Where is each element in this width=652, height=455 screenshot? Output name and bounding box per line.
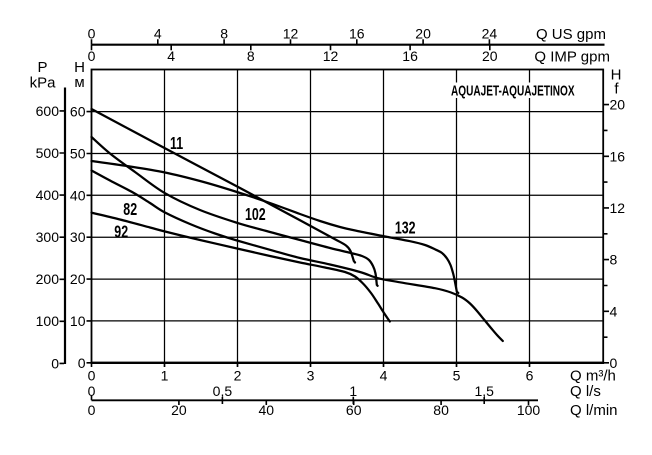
svg-text:0: 0 xyxy=(51,355,59,371)
svg-text:40: 40 xyxy=(259,402,275,418)
svg-text:24: 24 xyxy=(482,26,498,42)
svg-text:4: 4 xyxy=(167,48,175,64)
svg-text:6: 6 xyxy=(526,368,534,384)
svg-text:1: 1 xyxy=(349,383,357,399)
svg-text:H: H xyxy=(611,67,622,84)
svg-text:80: 80 xyxy=(433,402,449,418)
svg-text:16: 16 xyxy=(610,148,626,164)
svg-text:P: P xyxy=(37,59,47,76)
svg-text:30: 30 xyxy=(70,229,86,245)
svg-text:0,5: 0,5 xyxy=(213,383,233,399)
svg-text:10: 10 xyxy=(70,313,86,329)
svg-text:200: 200 xyxy=(36,271,60,287)
svg-text:12: 12 xyxy=(610,200,626,216)
svg-text:82: 82 xyxy=(123,200,137,220)
svg-text:Q l/s: Q l/s xyxy=(570,383,601,400)
svg-text:0: 0 xyxy=(88,26,96,42)
svg-text:300: 300 xyxy=(36,229,60,245)
svg-text:50: 50 xyxy=(70,146,86,162)
svg-text:16: 16 xyxy=(402,48,418,64)
svg-text:92: 92 xyxy=(114,222,128,242)
svg-text:20: 20 xyxy=(171,402,187,418)
svg-text:0: 0 xyxy=(88,48,96,64)
svg-text:0: 0 xyxy=(88,383,96,399)
svg-text:1,5: 1,5 xyxy=(474,383,494,399)
svg-text:1: 1 xyxy=(161,368,169,384)
svg-text:8: 8 xyxy=(247,48,255,64)
svg-text:11: 11 xyxy=(170,134,183,154)
svg-text:0: 0 xyxy=(610,355,618,371)
svg-text:12: 12 xyxy=(283,26,299,42)
svg-text:0: 0 xyxy=(88,368,96,384)
svg-text:20: 20 xyxy=(610,97,626,113)
svg-text:16: 16 xyxy=(349,26,365,42)
svg-text:100: 100 xyxy=(36,313,60,329)
svg-text:500: 500 xyxy=(36,145,60,161)
svg-text:100: 100 xyxy=(517,402,541,418)
svg-text:f: f xyxy=(614,81,619,98)
svg-text:60: 60 xyxy=(70,104,86,120)
svg-text:4: 4 xyxy=(610,303,618,319)
svg-text:0: 0 xyxy=(88,402,96,418)
svg-text:40: 40 xyxy=(70,187,86,203)
svg-text:132: 132 xyxy=(395,219,416,239)
svg-text:8: 8 xyxy=(610,252,618,268)
svg-text:102: 102 xyxy=(245,205,266,225)
svg-text:4: 4 xyxy=(380,368,388,384)
svg-text:H: H xyxy=(74,59,85,76)
svg-text:4: 4 xyxy=(154,26,162,42)
svg-text:12: 12 xyxy=(323,48,339,64)
svg-text:м: м xyxy=(74,74,84,91)
svg-text:600: 600 xyxy=(36,103,60,119)
svg-text:400: 400 xyxy=(36,187,60,203)
svg-text:3: 3 xyxy=(307,368,315,384)
svg-text:5: 5 xyxy=(453,368,461,384)
svg-text:20: 20 xyxy=(482,48,498,64)
svg-text:kPa: kPa xyxy=(30,75,57,92)
svg-text:0: 0 xyxy=(78,355,86,371)
svg-text:Q l/min: Q l/min xyxy=(570,402,618,419)
svg-text:20: 20 xyxy=(415,26,431,42)
svg-text:20: 20 xyxy=(70,271,86,287)
svg-text:Q m³/h: Q m³/h xyxy=(570,368,616,385)
svg-text:Q IMP gpm: Q IMP gpm xyxy=(534,49,610,66)
svg-text:2: 2 xyxy=(234,368,242,384)
svg-text:AQUAJET-AQUAJETINOX: AQUAJET-AQUAJETINOX xyxy=(451,83,575,99)
svg-text:60: 60 xyxy=(346,402,362,418)
svg-text:8: 8 xyxy=(220,26,228,42)
svg-text:Q US gpm: Q US gpm xyxy=(536,26,606,43)
